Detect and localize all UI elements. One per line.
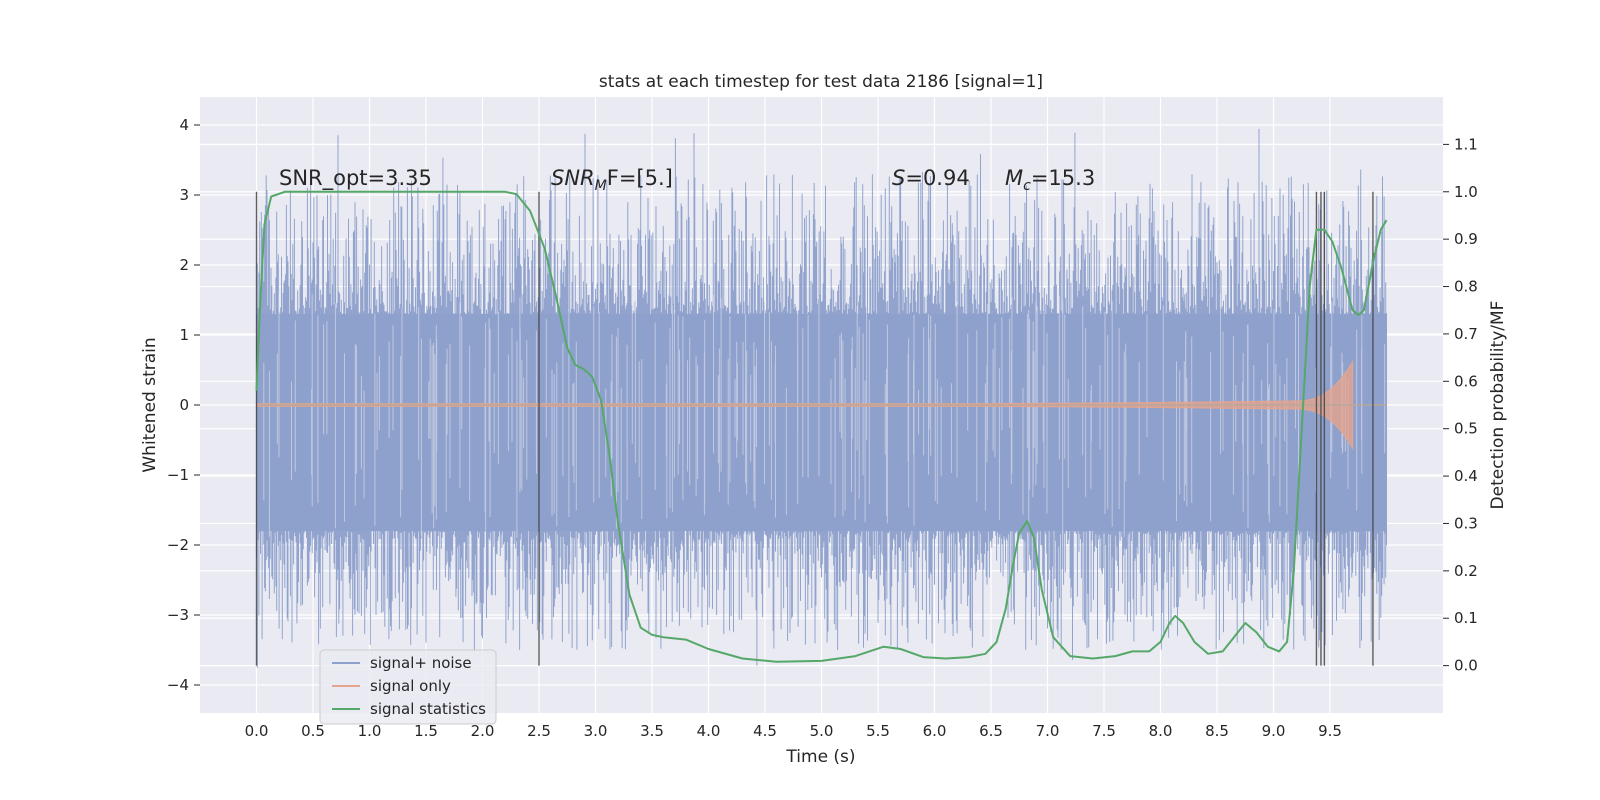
- annotation-snr-mf: SNRMF=[5.]: [551, 166, 673, 194]
- x-tick-label: 7.0: [1036, 722, 1060, 740]
- legend-label-noise: signal+ noise: [370, 654, 472, 672]
- x-tick-label: 7.5: [1092, 722, 1116, 740]
- event-lines: [255, 191, 1374, 666]
- x-tick-label: 4.5: [753, 722, 777, 740]
- y2-tick-label: 0.8: [1454, 278, 1478, 296]
- y-tick-label: 3: [179, 186, 189, 204]
- x-tick-label: 4.0: [697, 722, 721, 740]
- annotation-snr-mf-italic: SNR: [551, 166, 595, 190]
- x-tick-label: 0.0: [245, 722, 269, 740]
- x-tick-label: 2.5: [527, 722, 551, 740]
- y-tick-label: −1: [167, 466, 189, 484]
- x-tick-label: 1.0: [358, 722, 382, 740]
- y-tick-label: 0: [179, 396, 189, 414]
- x-tick-label: 3.0: [584, 722, 608, 740]
- annotation-snr-mf-sub: M: [595, 178, 607, 194]
- y-tick-label: −4: [167, 676, 189, 694]
- x-tick-label: 8.5: [1205, 722, 1229, 740]
- y-tick-label: −3: [167, 606, 189, 624]
- y2-tick-label: 0.4: [1454, 467, 1478, 485]
- y-tick-label: −2: [167, 536, 189, 554]
- annotation-s: S=0.94: [892, 166, 970, 190]
- x-ticks: 0.0 0.5 1.0 1.5 2.0 2.5 3.0 3.5 4.0 4.5 5.0 5.5 6.0 6…: [245, 722, 1342, 740]
- y2-tick-label: 0.3: [1454, 514, 1478, 532]
- y-axis-label: Whitened strain: [140, 337, 160, 472]
- legend-label-signal: signal only: [370, 677, 451, 695]
- annotation-snr-opt-text: SNR_opt=3.35: [279, 166, 432, 191]
- x-tick-label: 9.5: [1318, 722, 1342, 740]
- x-tick-label: 5.0: [810, 722, 834, 740]
- x-tick-label: 2.0: [471, 722, 495, 740]
- y2-tick-label: 0.6: [1454, 372, 1478, 390]
- y2-tick-label: 0.7: [1454, 325, 1478, 343]
- noise-series: [256, 128, 1387, 668]
- annotation-s-text: =0.94: [905, 166, 969, 190]
- y2-tick-label: 0.2: [1454, 562, 1478, 580]
- legend-box: [319, 649, 497, 725]
- signal-statistics-series: [255, 190, 1388, 663]
- x-tick-label: 3.5: [640, 722, 664, 740]
- signal-only-series: [256, 359, 1387, 451]
- y2-axis-label: Detection probability/MF: [1488, 301, 1508, 510]
- annotation-mc-italic: M: [1005, 166, 1023, 190]
- x-tick-label: 8.0: [1149, 722, 1173, 740]
- annotation-mc: Mc=15.3: [1005, 166, 1095, 194]
- y2-tick-label: 0.9: [1454, 230, 1478, 248]
- y-ticks: −4 −3 −2 −1 0 1 2 3 4: [167, 116, 200, 694]
- annotation-mc-text: =15.3: [1031, 166, 1095, 190]
- y2-tick-label: 0.1: [1454, 609, 1478, 627]
- legend-label-stats: signal statistics: [370, 700, 486, 718]
- chart-title: stats at each timestep for test data 218…: [599, 72, 1043, 92]
- stats-line: [255, 190, 1388, 663]
- annotation-s-italic: S: [892, 166, 905, 190]
- x-tick-label: 0.5: [301, 722, 325, 740]
- y-tick-label: 1: [179, 326, 189, 344]
- x-axis-label: Time (s): [785, 747, 855, 767]
- x-tick-label: 1.5: [414, 722, 438, 740]
- x-tick-label: 6.0: [923, 722, 947, 740]
- y2-tick-label: 1.1: [1454, 135, 1478, 153]
- y-tick-label: 2: [179, 256, 189, 274]
- y2-ticks: 0.0 0.1 0.2 0.3 0.4 0.5 0.6 0.7 0.8 0.9 1.0 1.1: [1443, 135, 1478, 675]
- y2-tick-label: 1.0: [1454, 183, 1478, 201]
- annotation-snr-opt: SNR_opt=3.35: [279, 166, 432, 191]
- x-tick-label: 5.5: [866, 722, 890, 740]
- annotation-snr-mf-text: F=[5.]: [607, 166, 673, 190]
- annotation-mc-sub: c: [1023, 178, 1031, 194]
- x-tick-label: 9.0: [1262, 722, 1286, 740]
- legend: signal+ noise signal only signal statist…: [319, 649, 497, 725]
- y2-tick-label: 0.5: [1454, 420, 1478, 438]
- y2-tick-label: 0.0: [1454, 657, 1478, 675]
- x-tick-label: 6.5: [979, 722, 1003, 740]
- y-tick-label: 4: [179, 116, 189, 134]
